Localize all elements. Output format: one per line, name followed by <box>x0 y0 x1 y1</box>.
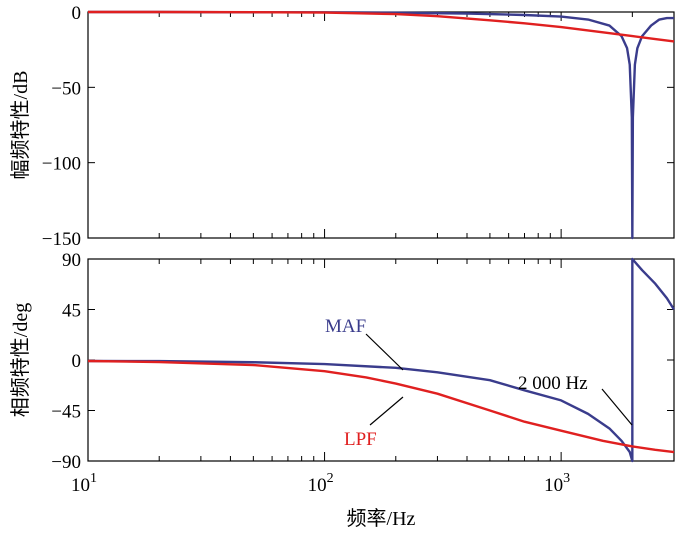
magnitude-ticks <box>87 11 675 239</box>
x-axis-title: 频率/Hz <box>347 507 416 530</box>
phase-ytick-label: 0 <box>72 351 82 372</box>
lpf-leader-line <box>369 396 404 426</box>
phase-ytick-label: 45 <box>62 301 81 322</box>
maf-annotation: MAF <box>325 316 366 337</box>
magnitude-ytick-label: −150 <box>42 229 81 250</box>
magnitude-ytick-label: −100 <box>42 154 81 175</box>
freq-leader-line <box>601 388 633 426</box>
phase-series-lpf <box>87 359 675 454</box>
phase-tick-labels: 90 45 0 −45 −90 <box>51 250 81 473</box>
phase-plot-frame <box>87 258 675 462</box>
magnitude-series-maf <box>88 10 674 240</box>
phase-ytick-label: −90 <box>51 452 81 473</box>
phase-ytick-label: 90 <box>62 250 81 271</box>
magnitude-plot-frame <box>87 11 675 239</box>
x-tick-label: 102 <box>308 471 334 496</box>
magnitude-y-axis-title: 幅频特性/dB <box>9 71 32 180</box>
lpf-annotation: LPF <box>344 429 377 450</box>
phase-series <box>87 257 675 463</box>
magnitude-series <box>88 10 675 240</box>
magnitude-tick-labels: 0 −50 −100 −150 <box>42 3 81 250</box>
phase-y-axis-title: 相频特性/deg <box>9 303 32 417</box>
freq-annotation: 2 000 Hz <box>518 373 588 394</box>
x-tick-label: 101 <box>71 471 97 496</box>
x-tick-labels: 101 102 103 <box>71 471 570 496</box>
maf-leader-line <box>365 333 404 371</box>
x-tick-label: 103 <box>544 471 570 496</box>
magnitude-series-lpf <box>88 10 675 43</box>
magnitude-ytick-label: 0 <box>72 3 82 24</box>
phase-ticks <box>87 258 675 462</box>
phase-series-maf <box>87 257 675 463</box>
phase-ytick-label: −45 <box>51 402 81 423</box>
magnitude-ytick-label: −50 <box>51 78 81 99</box>
